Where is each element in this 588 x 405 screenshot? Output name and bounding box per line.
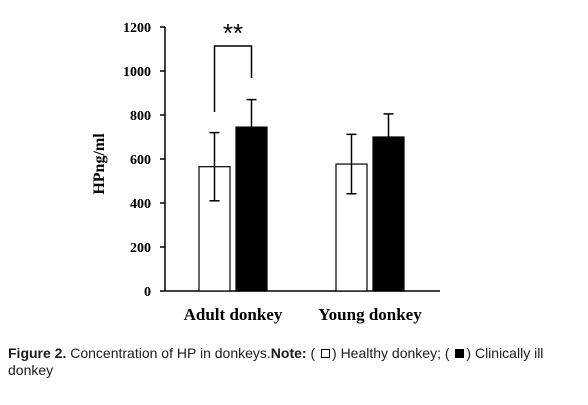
caption-ill: ) Clinically ill donkey — [8, 345, 544, 378]
healthy-legend-icon — [321, 348, 331, 358]
note-label: Note: — [270, 345, 307, 361]
caption-text: Concentration of HP in donkeys. — [66, 345, 271, 361]
bar-chart: 0 200 400 600 800 1000 1200 HPng/ml Adult donkey… — [91, 18, 440, 324]
chart-bars — [198, 45, 405, 292]
y-tick-label: 800 — [130, 109, 151, 124]
bar-ill — [372, 136, 405, 292]
category-label: Young donkey — [318, 305, 422, 324]
caption-open-paren: ( — [306, 345, 320, 361]
y-tick-label: 200 — [130, 241, 151, 256]
figure-number: Figure 2. — [8, 345, 67, 361]
y-axis-label: HPng/ml — [91, 133, 108, 195]
significance-label: ** — [223, 18, 243, 48]
caption-healthy: ) Healthy donkey; ( — [332, 345, 454, 361]
y-tick-label: 600 — [130, 153, 151, 168]
y-tick-label: 1000 — [123, 65, 151, 80]
y-tick-label: 0 — [144, 285, 151, 300]
ill-legend-icon — [455, 348, 465, 358]
y-tick-label: 400 — [130, 197, 151, 212]
category-label: Adult donkey — [184, 305, 283, 324]
chart-labels: 0 200 400 600 800 1000 1200 HPng/ml Adult donkey… — [91, 18, 422, 324]
significance-bracket — [213, 45, 253, 112]
figure-caption: Figure 2. Concentration of HP in donkeys… — [8, 345, 578, 379]
y-tick-label: 1200 — [123, 21, 151, 36]
